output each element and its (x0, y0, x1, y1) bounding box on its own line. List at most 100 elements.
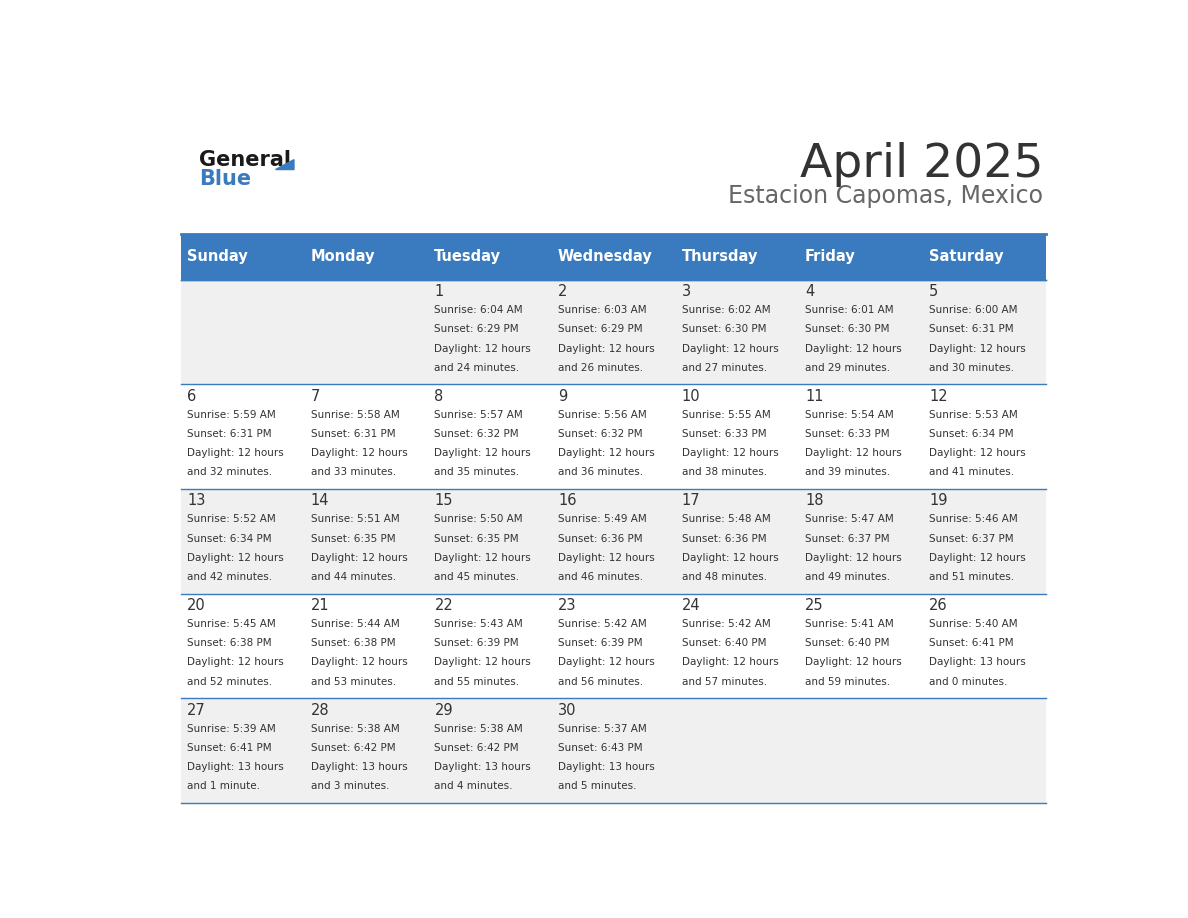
Bar (675, 489, 798, 594)
Text: Sunset: 6:30 PM: Sunset: 6:30 PM (805, 324, 890, 334)
Text: 9: 9 (558, 388, 568, 404)
Bar (181, 385, 304, 489)
Text: 27: 27 (188, 702, 206, 718)
Text: Daylight: 12 hours: Daylight: 12 hours (805, 448, 902, 458)
Text: 22: 22 (435, 598, 453, 613)
Text: 4: 4 (805, 284, 815, 299)
Text: and 33 minutes.: and 33 minutes. (311, 467, 396, 477)
Text: Wednesday: Wednesday (558, 250, 652, 264)
Text: Daylight: 12 hours: Daylight: 12 hours (682, 448, 778, 458)
Text: Blue: Blue (200, 169, 252, 189)
Text: Sunrise: 6:01 AM: Sunrise: 6:01 AM (805, 305, 895, 315)
Text: Sunrise: 6:03 AM: Sunrise: 6:03 AM (558, 305, 646, 315)
Text: Sunset: 6:43 PM: Sunset: 6:43 PM (558, 743, 643, 753)
Bar (675, 385, 798, 489)
Text: Sunset: 6:37 PM: Sunset: 6:37 PM (805, 533, 890, 543)
Text: Sunrise: 5:48 AM: Sunrise: 5:48 AM (682, 514, 771, 524)
Text: Sunset: 6:31 PM: Sunset: 6:31 PM (188, 429, 272, 439)
Bar (675, 280, 798, 385)
Bar (304, 489, 428, 594)
Text: and 24 minutes.: and 24 minutes. (435, 363, 519, 373)
Text: Tuesday: Tuesday (434, 250, 501, 264)
Text: Sunset: 6:40 PM: Sunset: 6:40 PM (805, 638, 890, 648)
Text: Sunset: 6:29 PM: Sunset: 6:29 PM (558, 324, 643, 334)
Text: Sunset: 6:39 PM: Sunset: 6:39 PM (558, 638, 643, 648)
Bar (675, 234, 798, 280)
Text: Daylight: 12 hours: Daylight: 12 hours (558, 553, 655, 563)
Text: 11: 11 (805, 388, 823, 404)
Bar (304, 385, 428, 489)
Text: Sunday: Sunday (187, 250, 247, 264)
Bar (923, 489, 1047, 594)
Bar (798, 234, 923, 280)
Bar (304, 594, 428, 699)
Text: Sunset: 6:38 PM: Sunset: 6:38 PM (311, 638, 396, 648)
Text: Daylight: 12 hours: Daylight: 12 hours (682, 553, 778, 563)
Text: Sunrise: 5:44 AM: Sunrise: 5:44 AM (311, 619, 399, 629)
Bar (304, 234, 428, 280)
Text: and 42 minutes.: and 42 minutes. (188, 572, 272, 582)
Text: Sunrise: 5:42 AM: Sunrise: 5:42 AM (682, 619, 771, 629)
Text: Daylight: 12 hours: Daylight: 12 hours (311, 657, 407, 667)
Text: 3: 3 (682, 284, 691, 299)
Text: Daylight: 12 hours: Daylight: 12 hours (682, 657, 778, 667)
Bar (428, 699, 551, 803)
Text: and 41 minutes.: and 41 minutes. (929, 467, 1015, 477)
Text: and 38 minutes.: and 38 minutes. (682, 467, 766, 477)
Text: 25: 25 (805, 598, 824, 613)
Text: and 57 minutes.: and 57 minutes. (682, 677, 766, 687)
Bar (304, 280, 428, 385)
Text: Sunrise: 5:58 AM: Sunrise: 5:58 AM (311, 409, 399, 420)
Text: Sunrise: 5:38 AM: Sunrise: 5:38 AM (435, 723, 523, 733)
Text: and 4 minutes.: and 4 minutes. (435, 781, 513, 791)
Text: Estacion Capomas, Mexico: Estacion Capomas, Mexico (728, 185, 1043, 208)
Text: 16: 16 (558, 493, 576, 509)
Text: Sunrise: 5:42 AM: Sunrise: 5:42 AM (558, 619, 646, 629)
Text: 23: 23 (558, 598, 576, 613)
Text: Sunrise: 5:57 AM: Sunrise: 5:57 AM (435, 409, 523, 420)
Text: Daylight: 12 hours: Daylight: 12 hours (311, 448, 407, 458)
Text: Sunrise: 5:37 AM: Sunrise: 5:37 AM (558, 723, 646, 733)
Bar (798, 385, 923, 489)
Text: 18: 18 (805, 493, 823, 509)
Text: 2: 2 (558, 284, 568, 299)
Text: and 56 minutes.: and 56 minutes. (558, 677, 643, 687)
Bar (798, 594, 923, 699)
Text: and 29 minutes.: and 29 minutes. (805, 363, 891, 373)
Bar (181, 489, 304, 594)
Text: Sunset: 6:33 PM: Sunset: 6:33 PM (805, 429, 890, 439)
Bar (181, 280, 304, 385)
Text: Sunrise: 5:54 AM: Sunrise: 5:54 AM (805, 409, 895, 420)
Text: Sunset: 6:36 PM: Sunset: 6:36 PM (682, 533, 766, 543)
Bar (675, 699, 798, 803)
Text: Daylight: 12 hours: Daylight: 12 hours (435, 657, 531, 667)
Text: Daylight: 12 hours: Daylight: 12 hours (188, 657, 284, 667)
Text: Sunrise: 5:49 AM: Sunrise: 5:49 AM (558, 514, 646, 524)
Text: 8: 8 (435, 388, 443, 404)
Bar (428, 280, 551, 385)
Text: Sunrise: 5:53 AM: Sunrise: 5:53 AM (929, 409, 1018, 420)
Text: Daylight: 12 hours: Daylight: 12 hours (435, 448, 531, 458)
Text: Sunrise: 5:41 AM: Sunrise: 5:41 AM (805, 619, 895, 629)
Text: Sunrise: 5:38 AM: Sunrise: 5:38 AM (311, 723, 399, 733)
Text: Sunset: 6:33 PM: Sunset: 6:33 PM (682, 429, 766, 439)
Text: 1: 1 (435, 284, 443, 299)
Text: Sunset: 6:38 PM: Sunset: 6:38 PM (188, 638, 272, 648)
Text: Sunrise: 5:55 AM: Sunrise: 5:55 AM (682, 409, 771, 420)
Text: and 39 minutes.: and 39 minutes. (805, 467, 891, 477)
Text: Sunrise: 5:46 AM: Sunrise: 5:46 AM (929, 514, 1018, 524)
Text: Sunset: 6:31 PM: Sunset: 6:31 PM (311, 429, 396, 439)
Text: Daylight: 12 hours: Daylight: 12 hours (929, 343, 1025, 353)
Bar (923, 234, 1047, 280)
Text: Daylight: 12 hours: Daylight: 12 hours (188, 553, 284, 563)
Polygon shape (276, 160, 293, 170)
Text: Sunrise: 5:40 AM: Sunrise: 5:40 AM (929, 619, 1018, 629)
Text: Sunset: 6:35 PM: Sunset: 6:35 PM (311, 533, 396, 543)
Text: April 2025: April 2025 (800, 142, 1043, 187)
Bar (304, 699, 428, 803)
Bar (551, 385, 675, 489)
Text: 30: 30 (558, 702, 576, 718)
Text: Thursday: Thursday (682, 250, 758, 264)
Text: Sunrise: 5:59 AM: Sunrise: 5:59 AM (188, 409, 276, 420)
Text: Sunrise: 5:51 AM: Sunrise: 5:51 AM (311, 514, 399, 524)
